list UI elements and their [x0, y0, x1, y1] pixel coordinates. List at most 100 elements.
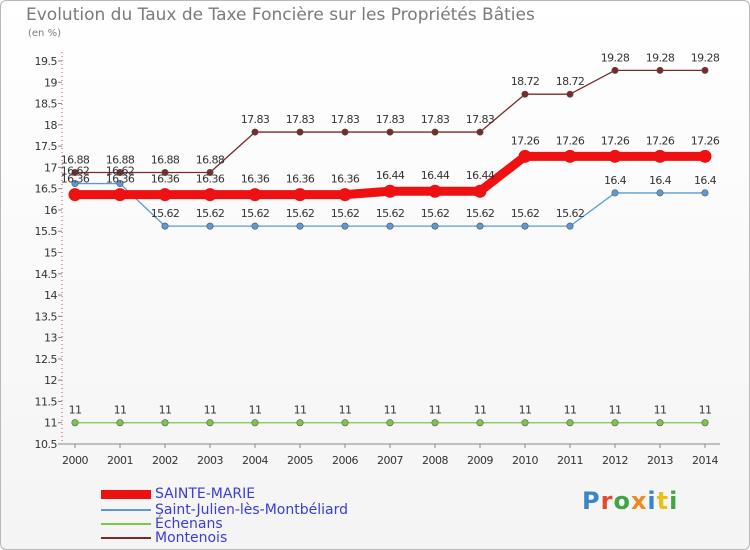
y-tick-label: 19.5	[35, 55, 58, 68]
data-label: 15.62	[556, 207, 585, 220]
data-label: 17.26	[601, 134, 630, 147]
data-label: 16.4	[649, 174, 672, 187]
logo-letter: x	[630, 487, 648, 515]
data-label: 16.36	[106, 173, 135, 186]
data-point	[608, 149, 622, 163]
data-label: 15.62	[196, 207, 225, 220]
data-label: 16.88	[151, 153, 180, 166]
data-label: 18.72	[556, 75, 585, 88]
y-tick-label: 14	[44, 289, 57, 302]
data-label: 11	[249, 404, 262, 417]
data-point	[251, 128, 259, 136]
x-tick-label: 2009	[467, 454, 493, 467]
data-label: 17.83	[286, 113, 315, 126]
y-tick-label: 10.5	[35, 438, 58, 451]
data-label: 16.88	[106, 153, 135, 166]
y-tick-label: 11.5	[35, 395, 58, 408]
y-tick-label: 13	[44, 332, 57, 345]
x-tick-label: 2005	[287, 454, 313, 467]
y-tick-label: 17.5	[35, 140, 58, 153]
data-point	[206, 168, 214, 176]
data-label: 16.44	[376, 169, 405, 182]
series-sainte-marie	[68, 149, 712, 202]
data-label: 11	[474, 404, 487, 417]
data-label: 17.83	[466, 113, 495, 126]
data-label: 11	[294, 404, 307, 417]
data-point	[611, 189, 619, 197]
data-point	[428, 184, 442, 198]
data-label: 15.62	[511, 207, 540, 220]
data-point	[521, 222, 529, 230]
data-point	[476, 128, 484, 136]
y-tick-label: 19	[44, 76, 57, 89]
logo-letter: P	[582, 487, 601, 515]
data-point	[203, 188, 217, 202]
data-label: 11	[159, 404, 172, 417]
y-tick-label: 11	[44, 417, 57, 430]
data-label: 15.62	[151, 207, 180, 220]
data-point	[341, 128, 349, 136]
data-point	[71, 180, 79, 188]
series-echenans	[71, 419, 709, 427]
data-point	[611, 419, 619, 427]
data-point	[431, 128, 439, 136]
x-tick-label: 2006	[332, 454, 358, 467]
data-label: 17.83	[241, 113, 270, 126]
data-point	[71, 168, 79, 176]
data-point	[563, 149, 577, 163]
data-point	[338, 188, 352, 202]
x-tick-label: 2003	[197, 454, 223, 467]
data-point	[566, 419, 574, 427]
data-point	[386, 222, 394, 230]
data-label: 16.62	[61, 165, 90, 178]
data-point	[161, 222, 169, 230]
data-label: 16.88	[196, 153, 225, 166]
logo-letter: r	[600, 487, 614, 515]
data-point	[251, 419, 259, 427]
legend-label-echenans: Échenans	[155, 516, 223, 532]
data-point	[116, 180, 124, 188]
data-label: 11	[699, 404, 712, 417]
data-label: 11	[654, 404, 667, 417]
data-label: 15.62	[331, 207, 360, 220]
data-label: 11	[564, 404, 577, 417]
proxiti-logo: Proxiti	[582, 487, 678, 515]
x-tick-label: 2011	[557, 454, 583, 467]
data-label: 11	[609, 404, 622, 417]
logo-letter: o	[613, 487, 631, 515]
y-tick-label: 16	[44, 204, 57, 217]
x-tick-label: 2010	[512, 454, 538, 467]
data-point	[386, 128, 394, 136]
data-point	[653, 149, 667, 163]
data-label: 16.36	[196, 173, 225, 186]
data-label: 16.62	[106, 165, 135, 178]
y-tick-label: 12.5	[35, 353, 58, 366]
data-point	[431, 419, 439, 427]
logo-letter: i	[669, 487, 679, 515]
y-tick-label: 12	[44, 374, 57, 387]
data-point	[698, 149, 712, 163]
legend-swatch-saint-julien	[101, 509, 151, 511]
data-point	[521, 419, 529, 427]
data-point	[476, 419, 484, 427]
legend-item-montenois: Montenois	[101, 531, 227, 545]
data-label: 16.88	[61, 153, 90, 166]
data-point	[116, 168, 124, 176]
data-label: 17.83	[421, 113, 450, 126]
legend-item-echenans: Échenans	[101, 517, 223, 531]
legend-swatch-sainte-marie	[101, 489, 151, 499]
data-point	[296, 128, 304, 136]
data-point	[113, 188, 127, 202]
data-label: 16.44	[421, 169, 450, 182]
data-point	[341, 419, 349, 427]
data-point	[251, 222, 259, 230]
data-label: 17.26	[556, 134, 585, 147]
x-tick-label: 2008	[422, 454, 448, 467]
chart-title: Evolution du Taux de Taxe Foncière sur l…	[26, 5, 535, 25]
data-point	[521, 90, 529, 98]
y-tick-label: 15	[44, 247, 57, 260]
logo-letter: i	[647, 487, 657, 515]
data-label: 17.26	[511, 134, 540, 147]
data-point	[566, 222, 574, 230]
